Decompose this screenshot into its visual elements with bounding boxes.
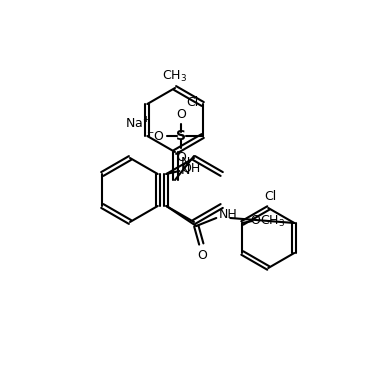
Text: $^{-}$O: $^{-}$O (146, 130, 165, 142)
Text: N: N (181, 155, 190, 169)
Text: O: O (176, 108, 186, 121)
Text: Cl: Cl (187, 96, 199, 108)
Text: CH$_3$: CH$_3$ (260, 214, 285, 228)
Text: Na$^{+}$: Na$^{+}$ (125, 116, 151, 132)
Text: O: O (176, 151, 186, 164)
Text: O: O (250, 215, 260, 227)
Text: N: N (181, 164, 190, 177)
Text: OH: OH (181, 162, 201, 176)
Text: S: S (176, 129, 186, 143)
Text: NH: NH (218, 207, 237, 220)
Text: O: O (197, 249, 207, 262)
Text: Cl: Cl (264, 190, 276, 203)
Text: CH$_3$: CH$_3$ (162, 69, 188, 84)
